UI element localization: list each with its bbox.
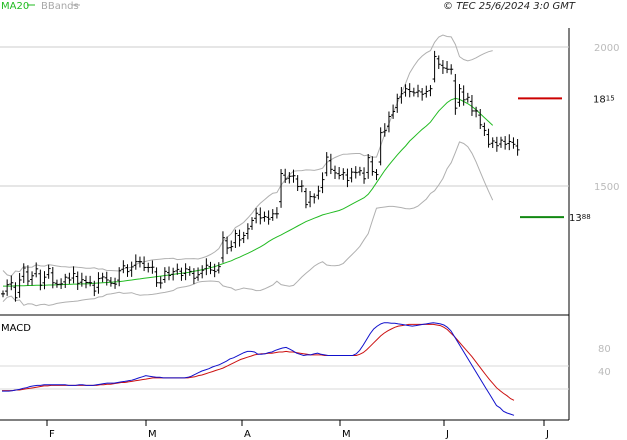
bbands-lower-line bbox=[2, 141, 494, 307]
copyright-notice: © TEC 25/6/2024 3:0 GMT bbox=[443, 1, 576, 12]
ma20-legend: MA20 bbox=[1, 1, 29, 12]
price-axis-ticks: 1500 2000 bbox=[594, 43, 619, 193]
price-bars bbox=[1, 50, 520, 302]
price-tick-label: 2000 bbox=[594, 43, 619, 54]
price-tick-label: 1500 bbox=[594, 182, 619, 193]
macd-panel-title: MACD bbox=[1, 323, 31, 334]
bbands-legend: BBands bbox=[41, 1, 79, 12]
x-tick-label: J bbox=[445, 429, 449, 440]
bbands-upper-line bbox=[2, 34, 493, 277]
resistance-label: 1815 bbox=[593, 94, 615, 105]
support-label: 1388 bbox=[569, 213, 591, 224]
x-tick-label: M bbox=[342, 429, 351, 440]
macd-tick-label: 40 bbox=[598, 367, 611, 378]
x-tick-label: A bbox=[244, 429, 251, 440]
macd-tick-label: 80 bbox=[598, 344, 611, 355]
x-tick-label: J bbox=[545, 429, 549, 440]
x-tick-label: F bbox=[49, 429, 55, 440]
bollinger-bands bbox=[2, 34, 494, 307]
macd-gridlines bbox=[0, 365, 569, 390]
macd-axis-ticks: 40 80 bbox=[598, 344, 611, 378]
macd-line bbox=[2, 322, 515, 416]
x-tick-label: M bbox=[148, 429, 157, 440]
price-levels: 1815 1388 bbox=[518, 94, 615, 224]
price-gridlines bbox=[0, 46, 569, 187]
ma20-line bbox=[3, 97, 494, 287]
